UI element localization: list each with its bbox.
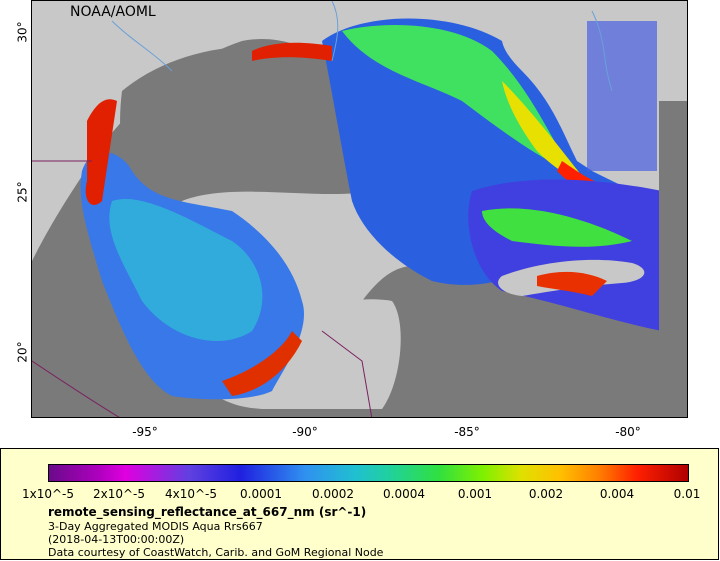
colorbar-label: 0.001 — [457, 487, 493, 501]
colorbar-label: 2x10^-5 — [92, 487, 146, 501]
river-line — [111, 20, 173, 72]
colorbar-label: 0.01 — [673, 487, 701, 501]
cuba-coast-red — [537, 271, 607, 296]
yucatan-land — [302, 299, 401, 409]
river-line — [331, 1, 339, 62]
reflectance-map — [32, 1, 687, 417]
mississippi-coast-red — [252, 42, 332, 61]
colorbar-label: 0.0002 — [312, 487, 354, 501]
lon-tick-label: -90° — [292, 425, 318, 439]
lat-tick-label: 25° — [15, 181, 30, 203]
atlantic-data-strip — [587, 21, 657, 171]
florida-shelf-green — [342, 25, 572, 171]
variable-name: remote_sensing_reflectance_at_667_nm (sr… — [48, 505, 367, 519]
date-label: (2018-04-13T00:00:00Z) — [48, 533, 185, 546]
western-coast-red — [85, 99, 117, 205]
colorbar-label: 0.0001 — [240, 487, 282, 501]
western-gulf-cyan — [109, 199, 263, 341]
lon-tick-label: -80° — [615, 425, 641, 439]
colorbar-label: 1x10^-5 — [21, 487, 75, 501]
river-line — [591, 10, 613, 92]
lat-tick-label: 30° — [15, 21, 30, 43]
border-line — [32, 360, 120, 417]
florida-shelf-yellow — [502, 81, 582, 177]
credit-label: NOAA/AOML — [70, 4, 156, 20]
central-gulf-gray — [120, 46, 398, 206]
courtesy-label: Data courtesy of CoastWatch, Carib. and … — [48, 546, 384, 559]
legend-panel: 1x10^-5 2x10^-5 4x10^-5 0.0001 0.0002 0.… — [0, 448, 719, 560]
colorbar-label: 4x10^-5 — [164, 487, 218, 501]
straits-green — [482, 208, 632, 247]
lat-tick-label: 20° — [15, 341, 30, 363]
border-line — [321, 330, 373, 417]
lon-tick-label: -85° — [454, 425, 480, 439]
lon-tick-label: -95° — [132, 425, 158, 439]
no-data-column — [659, 101, 687, 417]
colorbar-label: 0.002 — [528, 487, 564, 501]
colorbar-label: 0.0004 — [383, 487, 425, 501]
map-frame: NOAA/AOML — [31, 0, 688, 418]
colorbar-label: 0.004 — [599, 487, 635, 501]
product-name: 3-Day Aggregated MODIS Aqua Rrs667 — [48, 520, 263, 533]
colorbar — [48, 464, 689, 482]
yucatan-coast-red — [222, 331, 302, 396]
